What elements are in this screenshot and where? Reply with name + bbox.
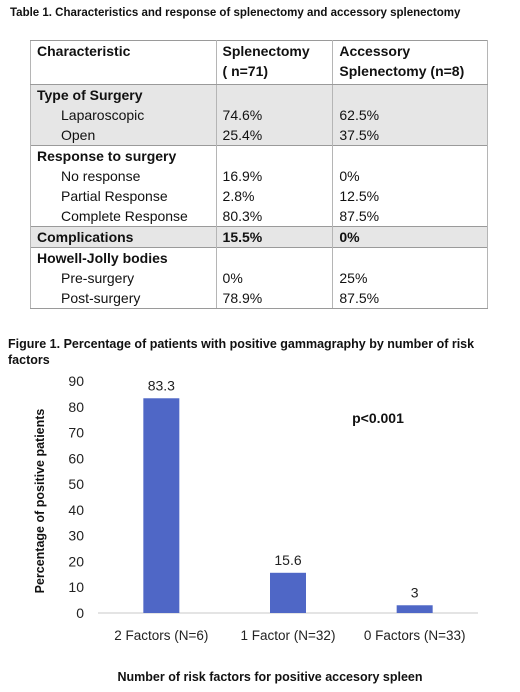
table-caption: Table 1. Characteristics and response of… xyxy=(10,7,461,19)
table-cell: 62.5% xyxy=(332,105,488,125)
table-cell: 87.5% xyxy=(332,288,488,309)
table-section-row: Howell-Jolly bodies xyxy=(30,247,488,268)
table-cell: 37.5% xyxy=(332,125,488,146)
table-cell: 16.9% xyxy=(215,166,334,186)
table-cell: 25% xyxy=(332,268,488,288)
row-label: Type of Surgery xyxy=(30,84,217,105)
y-tick-label: 40 xyxy=(68,502,84,518)
bar xyxy=(270,572,306,613)
y-axis-label: Percentage of positive patients xyxy=(33,409,47,594)
table-row: Complete Response 80.3% 87.5% xyxy=(30,206,488,227)
table-cell xyxy=(332,145,488,166)
figure-caption: Figure 1. Percentage of patients with po… xyxy=(8,337,475,367)
table-cell xyxy=(332,247,488,268)
table-cell: 0% xyxy=(332,166,488,186)
x-tick-label: 1 Factor (N=32) xyxy=(241,628,336,643)
table-cell: 78.9% xyxy=(215,288,334,309)
row-label: Complete Response xyxy=(30,206,217,227)
table-row: Pre-surgery 0% 25% xyxy=(30,268,488,288)
table-header-row: Characteristic Splenectomy ( n=71) Acces… xyxy=(30,40,488,85)
x-tick-label: 2 Factors (N=6) xyxy=(114,628,208,643)
bar xyxy=(396,605,433,613)
table-cell: 0% xyxy=(215,268,334,288)
p-value-annotation: p<0.001 xyxy=(352,410,404,426)
row-label: Open xyxy=(30,125,217,146)
y-tick-label: 0 xyxy=(76,605,84,621)
data-label: 83.3 xyxy=(148,377,175,393)
data-label: 15.6 xyxy=(274,552,301,568)
table-cell: 80.3% xyxy=(215,206,334,227)
table-section-row: Response to surgery xyxy=(30,145,488,166)
bar xyxy=(143,398,180,613)
y-tick-label: 70 xyxy=(68,425,84,441)
row-label: Response to surgery xyxy=(30,145,217,166)
column-header: Characteristic xyxy=(30,40,217,85)
table-row: Post-surgery 78.9% 87.5% xyxy=(30,288,488,309)
y-tick-label: 50 xyxy=(68,476,84,492)
table-cell: 0% xyxy=(332,226,488,248)
row-label: Post-surgery xyxy=(30,288,217,309)
table-cell: 87.5% xyxy=(332,206,488,227)
y-tick-label: 60 xyxy=(68,450,84,466)
table-section-row: Type of Surgery xyxy=(30,84,488,105)
row-label: Partial Response xyxy=(30,186,217,206)
y-tick-label: 90 xyxy=(68,373,84,389)
table-cell: 15.5% xyxy=(215,226,334,248)
column-header: Splenectomy ( n=71) xyxy=(215,40,334,85)
y-tick-label: 20 xyxy=(68,553,84,569)
table-row: Open 25.4% 37.5% xyxy=(30,125,488,146)
table-cell xyxy=(332,84,488,105)
column-header: Accessory Splenectomy (n=8) xyxy=(332,40,488,85)
row-label: Laparoscopic xyxy=(30,105,217,125)
table-cell: 12.5% xyxy=(332,186,488,206)
table-cell: 25.4% xyxy=(215,125,334,146)
table-cell xyxy=(215,84,334,105)
row-label: Complications xyxy=(30,226,217,248)
y-tick-label: 30 xyxy=(68,528,84,544)
data-label: 3 xyxy=(411,584,419,600)
table-row: Partial Response 2.8% 12.5% xyxy=(30,186,488,206)
table-cell: 74.6% xyxy=(215,105,334,125)
table-row: No response 16.9% 0% xyxy=(30,166,488,186)
table-cell xyxy=(215,247,334,268)
table-section-row: Complications 15.5% 0% xyxy=(30,226,488,248)
x-axis-label: Number of risk factors for positive acce… xyxy=(118,670,423,684)
x-tick-label: 0 Factors (N=33) xyxy=(364,628,466,643)
table-cell xyxy=(215,145,334,166)
table-row: Laparoscopic 74.6% 62.5% xyxy=(30,105,488,125)
table-cell: 2.8% xyxy=(215,186,334,206)
y-tick-label: 10 xyxy=(68,579,84,595)
y-tick-label: 80 xyxy=(68,399,84,415)
results-table: Characteristic Splenectomy ( n=71) Acces… xyxy=(30,40,488,309)
